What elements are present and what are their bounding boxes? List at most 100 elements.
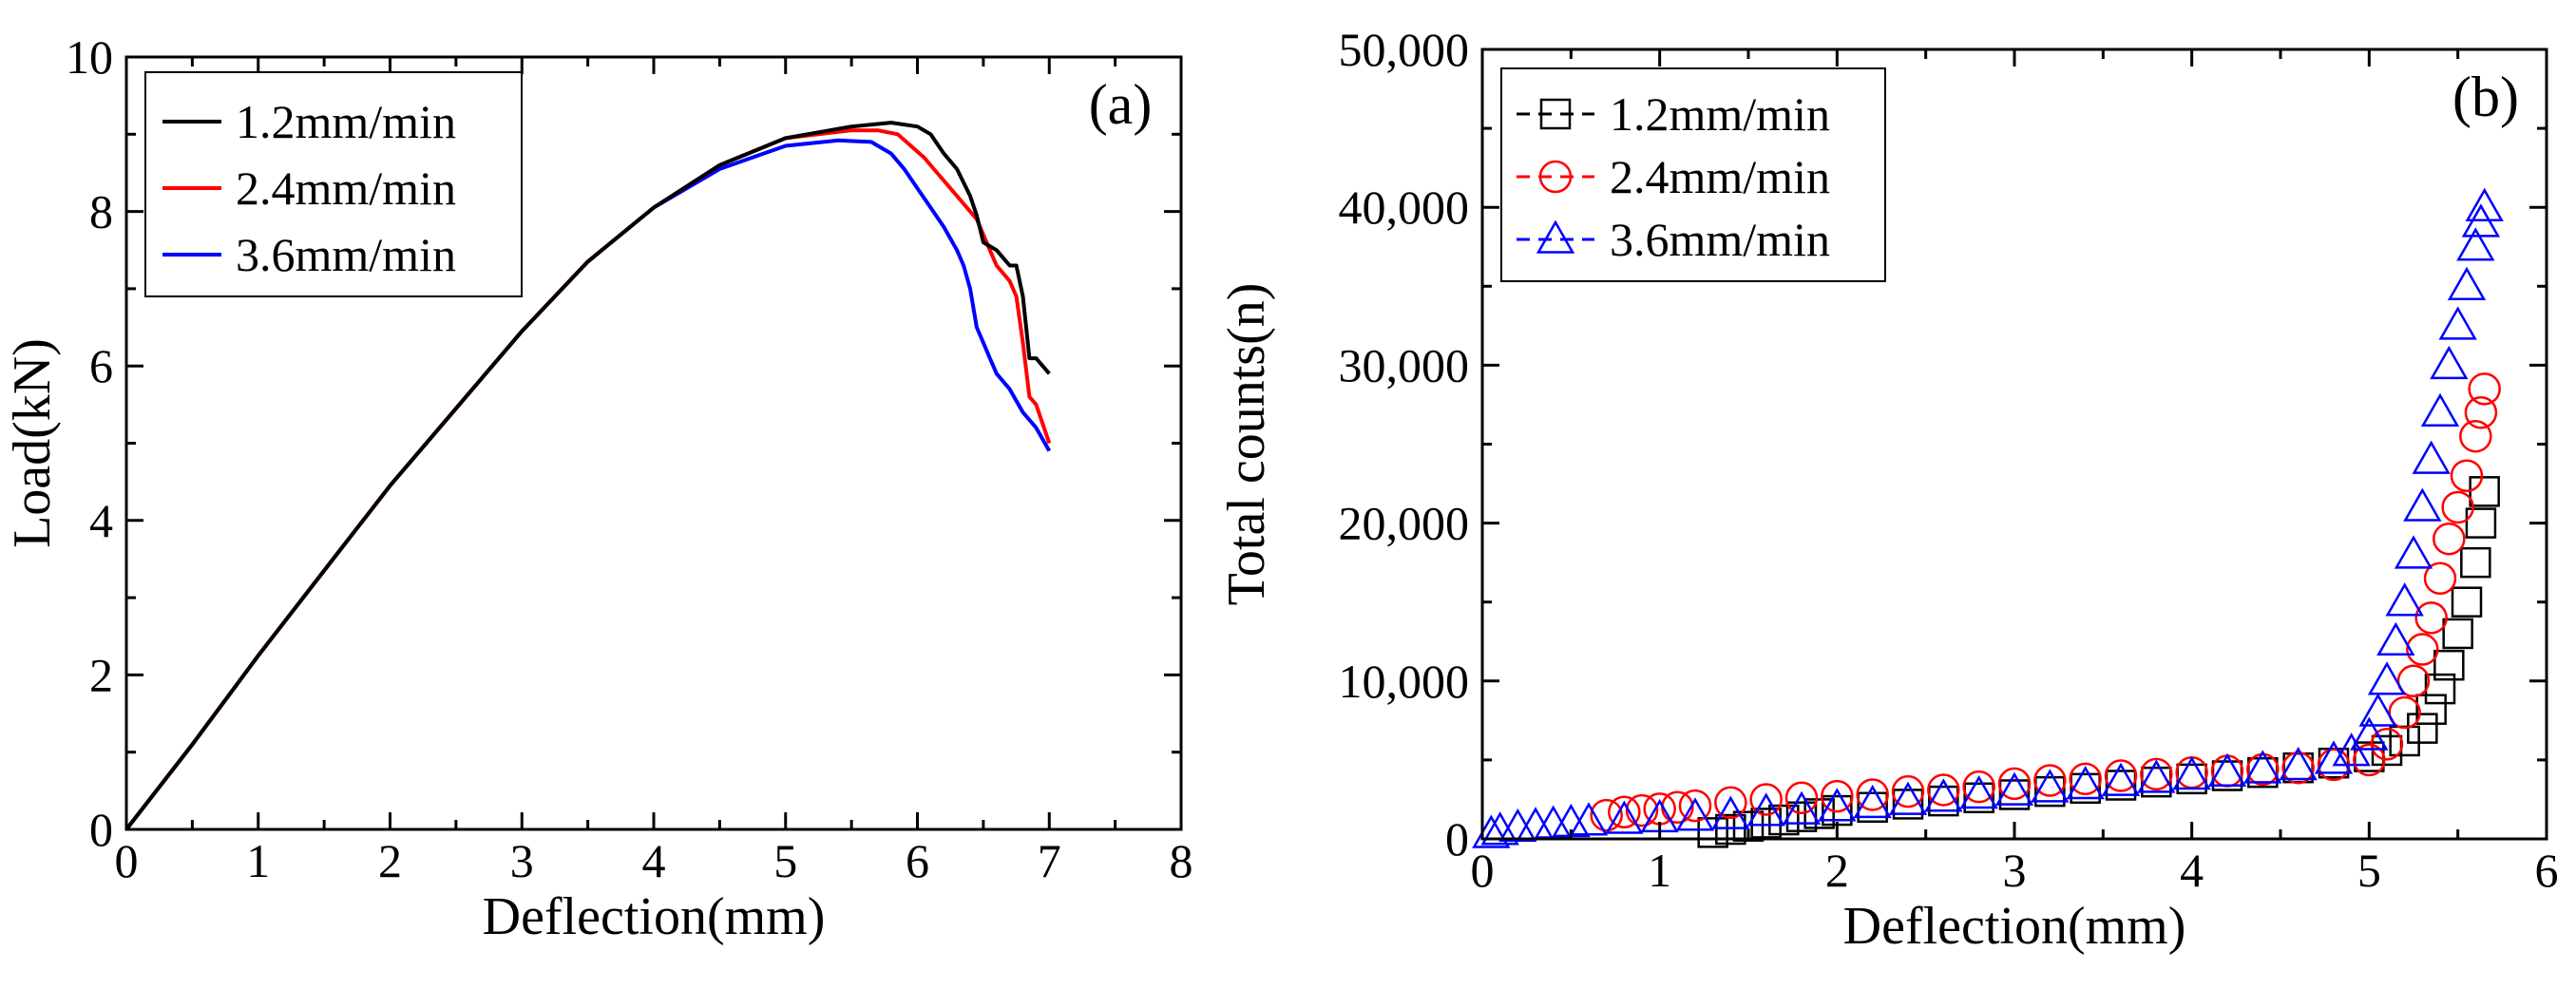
data-point <box>1891 774 1925 808</box>
y-axis-title-b: Total counts(n) <box>1217 283 1276 606</box>
x-tick-label: 1 <box>1648 844 1671 897</box>
data-point <box>2370 728 2404 761</box>
data-point <box>2104 759 2138 792</box>
data-point <box>2433 649 2465 681</box>
data-point <box>2140 757 2173 791</box>
load-curves <box>124 121 1052 831</box>
data-point <box>1962 770 1995 804</box>
x-axis-title-b: Deflection(mm) <box>1843 897 2186 956</box>
data-point <box>2438 306 2477 340</box>
data-point <box>2423 561 2457 596</box>
data-point <box>2243 750 2282 784</box>
x-tick-label: 1 <box>246 834 270 887</box>
data-point <box>2031 769 2070 803</box>
y-tick-label: 20,000 <box>1339 497 1470 550</box>
data-point <box>1994 771 2034 806</box>
data-point <box>2464 396 2498 429</box>
count-markers <box>1472 187 2504 848</box>
data-point <box>1821 779 1854 813</box>
y-tick-label: 4 <box>89 494 113 547</box>
panel-label-b: (b) <box>2452 66 2519 128</box>
chart-panel-b: 0 1 2 3 4 5 6 0 10,000 20,000 30,000 40,000 50,000 D… <box>1217 23 2559 956</box>
data-point <box>2034 775 2066 808</box>
y-tick-label: 2 <box>89 648 113 701</box>
data-point <box>2430 345 2469 380</box>
marker-series-2 <box>1590 372 2501 832</box>
x-tick-label: 5 <box>773 834 797 887</box>
data-point <box>1715 813 1746 846</box>
data-point <box>2388 695 2421 730</box>
x-tick-label: 6 <box>906 834 929 887</box>
data-point <box>1625 793 1659 827</box>
data-point <box>1697 817 1728 848</box>
data-point <box>1675 797 1715 831</box>
legend-label-b-1: 1.2mm/min <box>1610 87 1830 141</box>
legend-label-a-1: 1.2mm/min <box>236 95 456 148</box>
data-point <box>2450 459 2484 492</box>
data-point <box>1784 781 1819 815</box>
data-point <box>1892 789 1924 820</box>
data-point <box>1853 784 1892 819</box>
data-point <box>2281 751 2315 785</box>
legend-label-a-2: 2.4mm/min <box>236 162 456 215</box>
data-point <box>1732 810 1765 842</box>
data-point <box>2403 487 2442 522</box>
panel-label-a: (a) <box>1089 73 1153 136</box>
data-point <box>1749 783 1783 816</box>
data-point <box>2447 266 2487 301</box>
x-tick-label: 6 <box>2535 844 2559 897</box>
data-point <box>2451 586 2483 618</box>
data-point <box>1768 804 1800 836</box>
data-point <box>1997 767 2032 801</box>
chart-panel-a: 0 1 2 3 4 5 6 7 8 0 2 4 6 8 10 Deflection(mm) Load(kN)… <box>3 30 1193 946</box>
data-point <box>1605 800 1644 834</box>
x-tick-label: 2 <box>1825 844 1849 897</box>
data-point <box>1888 781 1928 815</box>
data-point <box>2414 601 2448 635</box>
y-tick-label: 10 <box>66 30 113 84</box>
legend-marker-b-1 <box>1539 98 1572 130</box>
data-point <box>2456 227 2495 261</box>
y-tick-label: 6 <box>89 339 113 392</box>
x-tick-label: 0 <box>115 834 139 887</box>
x-tick-label: 4 <box>642 834 666 887</box>
data-point <box>2069 762 2102 796</box>
data-point <box>2279 747 2318 781</box>
data-point <box>1857 791 1888 824</box>
data-point <box>2105 770 2137 801</box>
data-point <box>2172 756 2211 790</box>
legend-box-a <box>144 71 523 297</box>
data-point <box>2137 759 2176 793</box>
data-point <box>1782 790 1822 825</box>
data-point <box>2367 661 2407 695</box>
data-point <box>2442 618 2473 650</box>
data-point <box>1714 786 1747 820</box>
data-point <box>2396 664 2431 698</box>
data-point <box>1856 778 1889 811</box>
series-line-1 <box>124 121 1051 831</box>
data-point <box>1590 798 1623 832</box>
data-point <box>1959 774 1998 809</box>
data-point <box>2406 633 2439 666</box>
x-tick-label: 4 <box>2180 844 2204 897</box>
data-point <box>2207 752 2247 787</box>
data-point <box>1746 792 1785 827</box>
legend-marker-b-2 <box>1538 160 1573 194</box>
y-tick-label: 10,000 <box>1339 655 1470 708</box>
legend-label-b-2: 2.4mm/min <box>1610 150 1830 203</box>
data-point <box>2468 372 2501 406</box>
x-tick-label: 2 <box>378 834 402 887</box>
axis-ticks-b: 0 1 2 3 4 5 6 0 10,000 20,000 30,000 40,000 50,000 <box>1339 23 2559 897</box>
x-tick-label: 0 <box>1471 844 1495 897</box>
data-point <box>2459 419 2492 453</box>
data-point <box>2385 582 2424 617</box>
y-tick-label: 0 <box>1445 812 1469 865</box>
data-point <box>2412 440 2451 474</box>
data-point <box>2394 535 2433 569</box>
x-axis-title-a: Deflection(mm) <box>483 887 826 946</box>
legend-box-b <box>1500 67 1886 282</box>
data-point <box>2066 765 2105 800</box>
y-tick-label: 40,000 <box>1339 181 1470 234</box>
legend-marker-b-3 <box>1536 219 1575 254</box>
